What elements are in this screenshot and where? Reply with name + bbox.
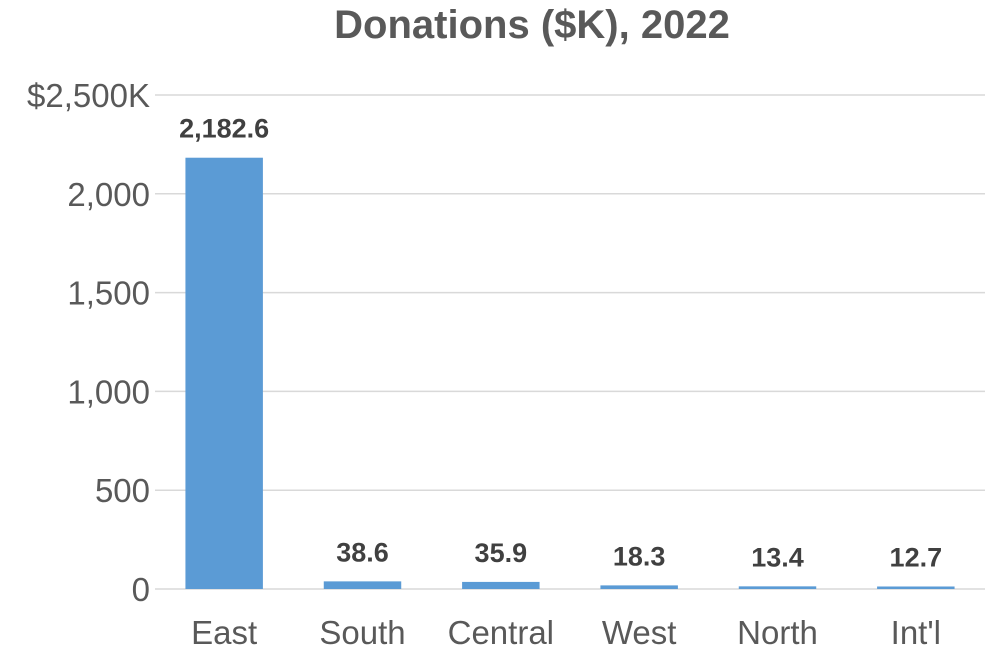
bars: [185, 157, 955, 589]
data-labels: 2,182.6 38.6 35.9 18.3 13.4 12.7: [179, 114, 942, 573]
y-tick-label: $2,500K: [27, 77, 150, 114]
y-tick-label: 500: [95, 472, 150, 509]
y-tick-label: 2,000: [67, 176, 150, 213]
y-tick-label: 0: [132, 571, 150, 608]
bar-east: [185, 157, 263, 589]
data-label: 18.3: [613, 541, 666, 571]
x-category-label: Int'l: [891, 614, 941, 651]
x-category-label: East: [191, 614, 257, 651]
data-label: 38.6: [336, 537, 389, 567]
gridlines: [155, 94, 985, 590]
bar-south: [323, 581, 402, 589]
x-category-label: North: [737, 614, 818, 651]
data-label: 12.7: [890, 542, 943, 572]
x-category-label: West: [602, 614, 677, 651]
x-axis-category-labels: East South Central West North Int'l: [191, 614, 941, 651]
bar-int-l: [877, 586, 955, 589]
bar-north: [738, 586, 817, 589]
x-category-label: South: [319, 614, 405, 651]
chart-title: Donations ($K), 2022: [334, 3, 730, 47]
bar-west: [600, 585, 678, 589]
y-axis-tick-labels: 0 500 1,000 1,500 2,000 $2,500K: [27, 77, 150, 608]
data-label: 2,182.6: [179, 114, 269, 144]
y-tick-label: 1,500: [67, 275, 150, 312]
data-label: 35.9: [475, 538, 528, 568]
y-tick-label: 1,000: [67, 373, 150, 410]
data-label: 13.4: [751, 542, 804, 572]
x-category-label: Central: [448, 614, 554, 651]
bar-central: [462, 581, 540, 589]
